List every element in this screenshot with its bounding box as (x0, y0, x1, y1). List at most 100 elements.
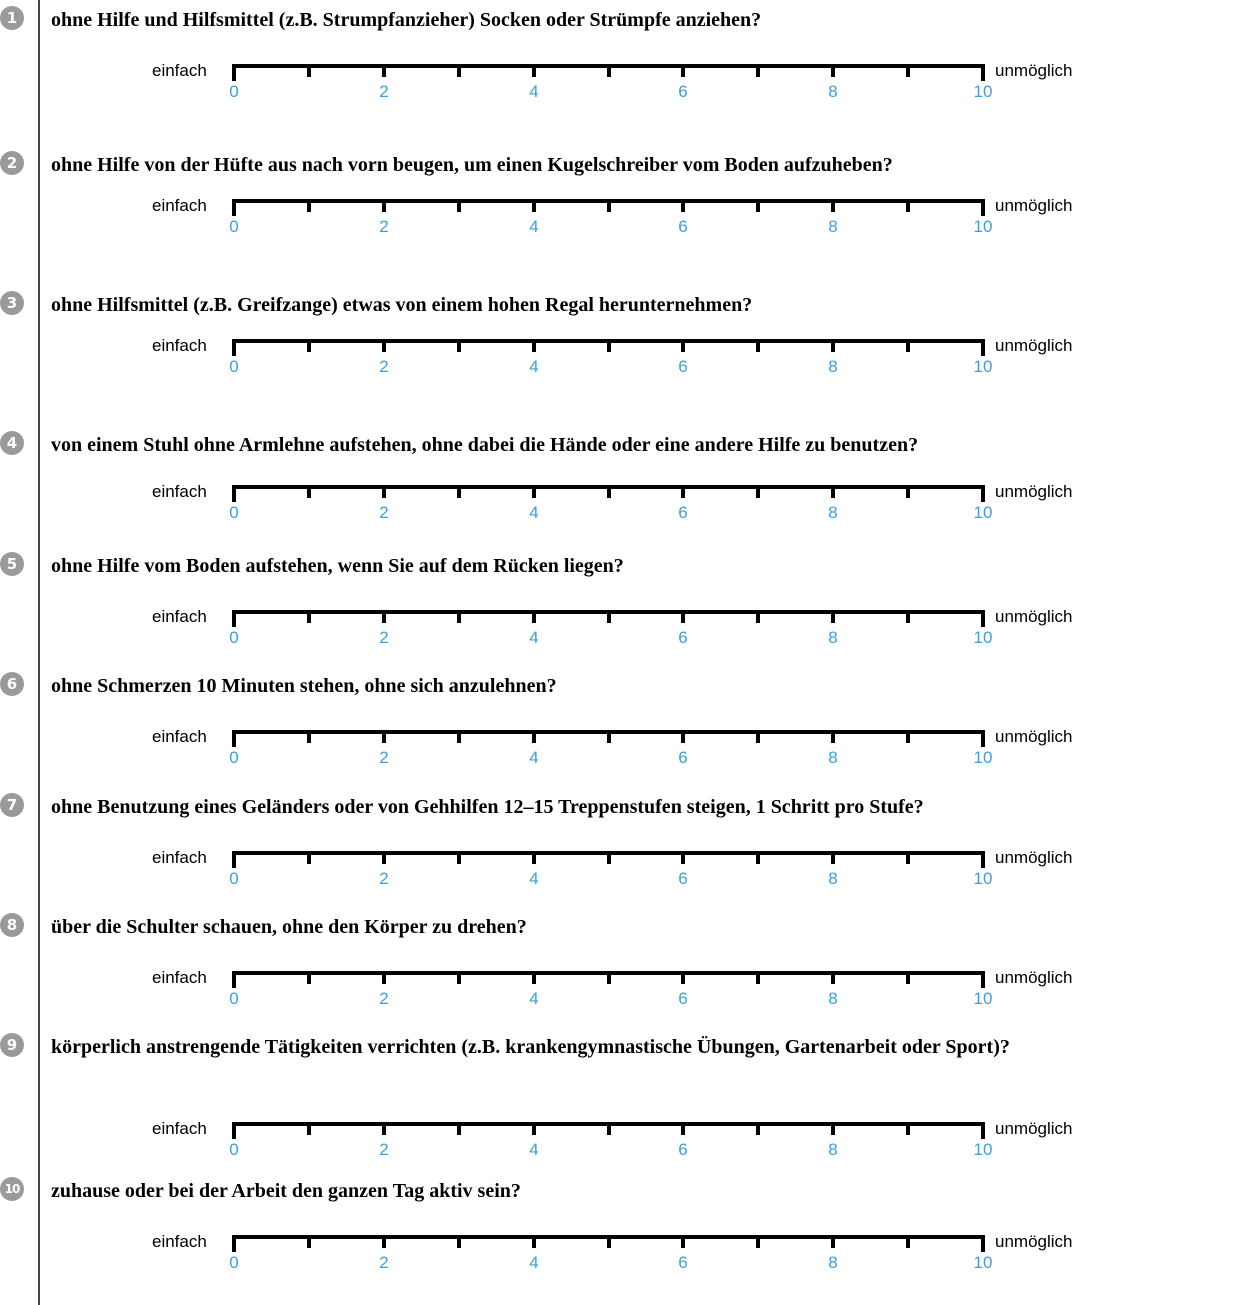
scale-tick[interactable] (382, 851, 386, 864)
scale-tick[interactable] (232, 610, 236, 627)
scale-tick[interactable] (607, 1235, 611, 1248)
scale-tick[interactable] (232, 971, 236, 988)
scale-tick[interactable] (607, 339, 611, 352)
scale-tick[interactable] (307, 1235, 311, 1248)
scale-track[interactable]: 0 2 4 6 8 10 (229, 1235, 992, 1272)
scale-track[interactable]: 0 2 4 6 8 10 (229, 610, 992, 647)
rating-scale[interactable]: einfach 0 2 4 6 8 10 unmöglich (140, 727, 1120, 767)
scale-tick[interactable] (906, 610, 910, 623)
scale-tick[interactable] (382, 971, 386, 984)
scale-tick[interactable] (831, 64, 835, 77)
scale-tick[interactable] (457, 851, 461, 864)
scale-tick[interactable] (532, 1235, 536, 1248)
scale-tick[interactable] (382, 339, 386, 352)
scale-tick[interactable] (981, 610, 985, 627)
scale-tick[interactable] (307, 199, 311, 212)
scale-tick[interactable] (906, 339, 910, 352)
scale-tick[interactable] (831, 851, 835, 864)
scale-tick[interactable] (831, 339, 835, 352)
scale-tick[interactable] (307, 485, 311, 498)
scale-tick[interactable] (681, 971, 685, 984)
scale-tick[interactable] (831, 610, 835, 623)
scale-tick[interactable] (756, 199, 760, 212)
scale-tick[interactable] (307, 971, 311, 984)
scale-tick[interactable] (681, 199, 685, 212)
scale-tick[interactable] (532, 339, 536, 352)
scale-tick[interactable] (457, 1122, 461, 1135)
scale-tick[interactable] (382, 1122, 386, 1135)
scale-tick[interactable] (981, 485, 985, 502)
scale-tick[interactable] (681, 485, 685, 498)
scale-tick[interactable] (756, 64, 760, 77)
scale-tick[interactable] (382, 485, 386, 498)
rating-scale[interactable]: einfach 0 2 4 6 8 10 unmöglich (140, 482, 1120, 522)
scale-tick[interactable] (981, 1235, 985, 1252)
scale-tick[interactable] (756, 485, 760, 498)
scale-tick[interactable] (906, 1235, 910, 1248)
scale-tick[interactable] (981, 64, 985, 81)
scale-tick[interactable] (457, 730, 461, 743)
scale-tick[interactable] (232, 851, 236, 868)
scale-tick[interactable] (532, 1122, 536, 1135)
scale-track[interactable]: 0 2 4 6 8 10 (229, 730, 992, 767)
scale-tick[interactable] (831, 971, 835, 984)
rating-scale[interactable]: einfach 0 2 4 6 8 10 unmöglich (140, 607, 1120, 647)
scale-tick[interactable] (457, 610, 461, 623)
scale-track[interactable]: 0 2 4 6 8 10 (229, 199, 992, 236)
scale-tick[interactable] (532, 851, 536, 864)
scale-tick[interactable] (607, 851, 611, 864)
scale-tick[interactable] (307, 610, 311, 623)
scale-track[interactable]: 0 2 4 6 8 10 (229, 971, 992, 1008)
scale-tick[interactable] (457, 1235, 461, 1248)
scale-tick[interactable] (457, 199, 461, 212)
scale-tick[interactable] (831, 1122, 835, 1135)
scale-tick[interactable] (681, 64, 685, 77)
scale-tick[interactable] (532, 199, 536, 212)
scale-tick[interactable] (307, 1122, 311, 1135)
rating-scale[interactable]: einfach 0 2 4 6 8 10 unmöglich (140, 61, 1120, 101)
scale-tick[interactable] (981, 730, 985, 747)
rating-scale[interactable]: einfach 0 2 4 6 8 10 unmöglich (140, 336, 1120, 376)
scale-tick[interactable] (906, 199, 910, 212)
scale-tick[interactable] (382, 610, 386, 623)
scale-tick[interactable] (981, 1122, 985, 1139)
scale-tick[interactable] (831, 730, 835, 743)
scale-tick[interactable] (232, 730, 236, 747)
scale-tick[interactable] (831, 199, 835, 212)
scale-tick[interactable] (307, 851, 311, 864)
scale-tick[interactable] (382, 730, 386, 743)
scale-tick[interactable] (607, 971, 611, 984)
scale-tick[interactable] (681, 610, 685, 623)
scale-tick[interactable] (831, 485, 835, 498)
scale-tick[interactable] (232, 339, 236, 356)
scale-tick[interactable] (831, 1235, 835, 1248)
scale-track[interactable]: 0 2 4 6 8 10 (229, 339, 992, 376)
scale-tick[interactable] (756, 971, 760, 984)
scale-tick[interactable] (756, 851, 760, 864)
scale-tick[interactable] (307, 64, 311, 77)
scale-tick[interactable] (382, 64, 386, 77)
scale-tick[interactable] (981, 199, 985, 216)
scale-tick[interactable] (232, 1122, 236, 1139)
scale-tick[interactable] (756, 610, 760, 623)
scale-tick[interactable] (906, 971, 910, 984)
scale-tick[interactable] (906, 1122, 910, 1135)
scale-tick[interactable] (457, 339, 461, 352)
scale-tick[interactable] (457, 64, 461, 77)
rating-scale[interactable]: einfach 0 2 4 6 8 10 unmöglich (140, 968, 1120, 1008)
scale-tick[interactable] (532, 485, 536, 498)
scale-tick[interactable] (382, 1235, 386, 1248)
scale-tick[interactable] (906, 64, 910, 77)
scale-tick[interactable] (681, 730, 685, 743)
scale-tick[interactable] (981, 339, 985, 356)
scale-tick[interactable] (607, 199, 611, 212)
scale-tick[interactable] (756, 1235, 760, 1248)
scale-tick[interactable] (532, 610, 536, 623)
scale-tick[interactable] (382, 199, 386, 212)
rating-scale[interactable]: einfach 0 2 4 6 8 10 unmöglich (140, 1119, 1120, 1159)
scale-tick[interactable] (906, 730, 910, 743)
scale-tick[interactable] (607, 1122, 611, 1135)
scale-track[interactable]: 0 2 4 6 8 10 (229, 64, 992, 101)
scale-tick[interactable] (532, 730, 536, 743)
scale-tick[interactable] (232, 199, 236, 216)
